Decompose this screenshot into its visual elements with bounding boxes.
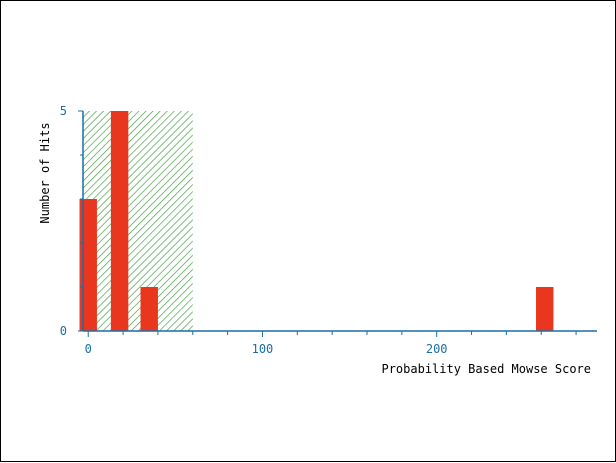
x-tick-label: 200 <box>426 342 448 356</box>
x-tick-label: 100 <box>252 342 274 356</box>
x-axis-title: Probability Based Mowse Score <box>381 362 591 376</box>
significance-threshold-region <box>83 111 193 331</box>
histogram-bar <box>140 287 158 331</box>
y-axis-title: Number of Hits <box>38 122 52 223</box>
histogram-bar <box>79 199 97 331</box>
y-tick-label: 5 <box>60 104 67 118</box>
histogram-bar <box>536 287 554 331</box>
x-tick-label: 0 <box>85 342 92 356</box>
histogram-bar <box>110 111 129 331</box>
y-tick-label: 0 <box>60 324 67 338</box>
